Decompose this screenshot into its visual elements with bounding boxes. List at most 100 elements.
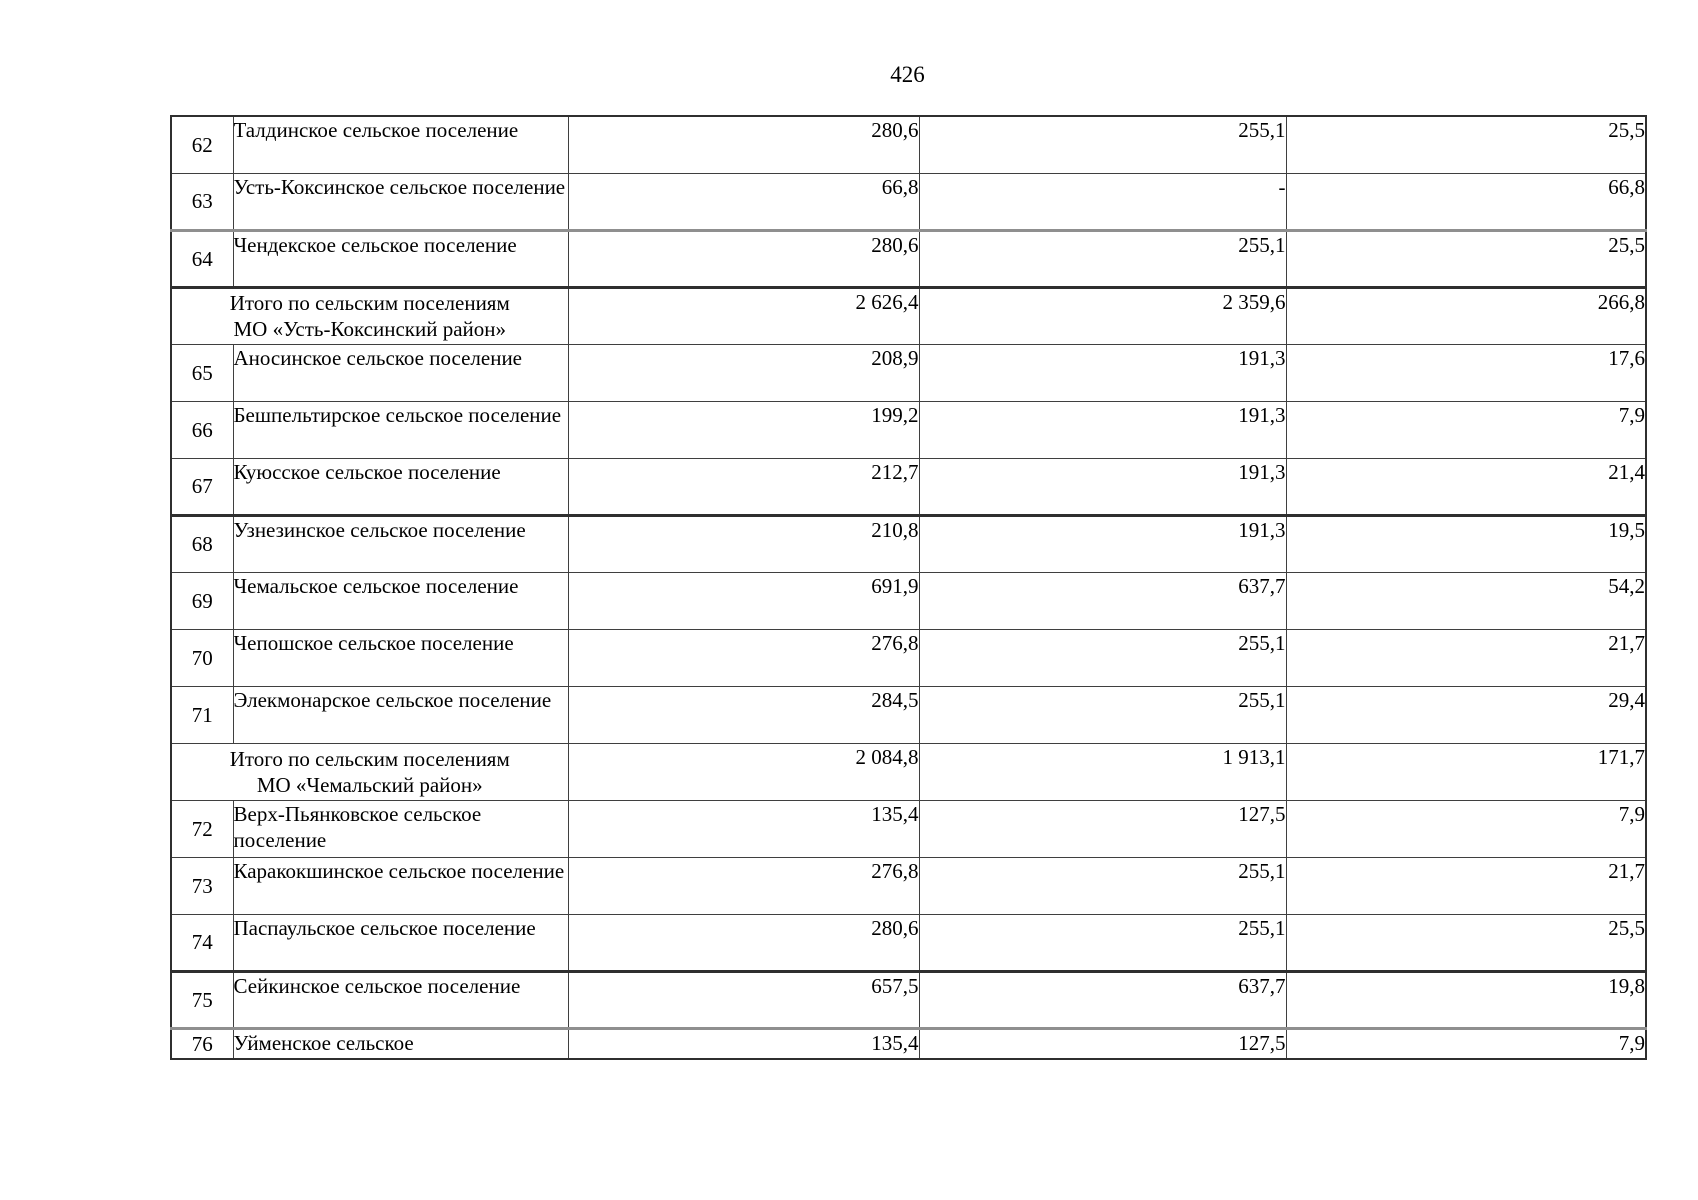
- row-number-cell: 68: [170, 513, 234, 573]
- value-cell-3: 25,5: [1285, 115, 1647, 174]
- table-row: 66 Бешпельтирское сельское поселение 199,2…: [170, 400, 1647, 459]
- value-cell-1: 210,8: [567, 513, 920, 573]
- value-cell-3: 266,8: [1285, 285, 1647, 345]
- value-cell-1: 284,5: [567, 685, 920, 744]
- row-number-cell: 67: [170, 457, 234, 516]
- settlement-name-cell: Бешпельтирское сельское поселение: [232, 400, 569, 459]
- value-cell-1: 280,6: [567, 913, 920, 972]
- value-cell-2: 255,1: [918, 628, 1287, 687]
- value-cell-1: 2 626,4: [567, 285, 920, 345]
- value-cell-2: 191,3: [918, 513, 1287, 573]
- settlements-table: 62 Талдинское сельское поселение 280,6 255,…: [170, 115, 1647, 1060]
- value-cell-3: 29,4: [1285, 685, 1647, 744]
- settlement-name-cell: Паспаульское сельское поселение: [232, 913, 569, 972]
- value-cell-2: 191,3: [918, 400, 1287, 459]
- row-number-cell: 65: [170, 343, 234, 402]
- page-number: 426: [890, 62, 925, 87]
- value-cell-1: 691,9: [567, 571, 920, 630]
- value-cell-1: 199,2: [567, 400, 920, 459]
- row-number-cell: 64: [170, 228, 234, 288]
- value-cell-1: 280,6: [567, 115, 920, 174]
- value-cell-2: 637,7: [918, 969, 1287, 1029]
- value-cell-2: 127,5: [918, 1026, 1287, 1060]
- value-cell-1: 135,4: [567, 799, 920, 858]
- value-cell-1: 212,7: [567, 457, 920, 516]
- row-number-cell: 74: [170, 913, 234, 972]
- table-row: 74 Паспаульское сельское поселение 280,6 25…: [170, 913, 1647, 972]
- table-row: 62 Талдинское сельское поселение 280,6 255,…: [170, 115, 1647, 174]
- table-row: 64 Чендекское сельское поселение 280,6 255,…: [170, 228, 1647, 288]
- value-cell-2: 191,3: [918, 343, 1287, 402]
- row-number-cell: 72: [170, 799, 234, 858]
- value-cell-3: 19,8: [1285, 969, 1647, 1029]
- settlement-name-cell: Усть-Коксинское сельское поселение: [232, 172, 569, 231]
- table-row: 73 Каракокшинское сельское поселение 276,8…: [170, 856, 1647, 915]
- table-body: 62 Талдинское сельское поселение 280,6 255,…: [170, 115, 1647, 1060]
- value-cell-3: 21,4: [1285, 457, 1647, 516]
- value-cell-3: 7,9: [1285, 1026, 1647, 1060]
- value-cell-3: 21,7: [1285, 856, 1647, 915]
- value-cell-1: 208,9: [567, 343, 920, 402]
- row-number-cell: 63: [170, 172, 234, 231]
- table-row: 68 Узнезинское сельское поселение 210,8 191…: [170, 513, 1647, 573]
- value-cell-2: 255,1: [918, 856, 1287, 915]
- value-cell-1: 135,4: [567, 1026, 920, 1060]
- row-number-cell: 75: [170, 969, 234, 1029]
- value-cell-1: 2 084,8: [567, 742, 920, 801]
- settlement-name-cell: Аносинское сельское поселение: [232, 343, 569, 402]
- value-cell-2: 127,5: [918, 799, 1287, 858]
- value-cell-3: 25,5: [1285, 913, 1647, 972]
- table-row: 70 Чепошское сельское поселение 276,8 255,1…: [170, 628, 1647, 687]
- table-row: 63 Усть-Коксинское сельское поселение 66,8…: [170, 172, 1647, 231]
- settlement-name-cell: Куюсское сельское поселение: [232, 457, 569, 516]
- table-row: 71 Элекмонарское сельское поселение 284,5 2…: [170, 685, 1647, 744]
- value-cell-3: 25,5: [1285, 228, 1647, 288]
- settlement-name-cell: Каракокшинское сельское поселение: [232, 856, 569, 915]
- value-cell-1: 276,8: [567, 856, 920, 915]
- settlement-name-cell: Чепошское сельское поселение: [232, 628, 569, 687]
- value-cell-3: 7,9: [1285, 799, 1647, 858]
- row-number-cell: 66: [170, 400, 234, 459]
- value-cell-1: 66,8: [567, 172, 920, 231]
- settlement-name-cell: Узнезинское сельское поселение: [232, 513, 569, 573]
- row-number-cell: 69: [170, 571, 234, 630]
- settlement-name-cell: Чендекское сельское поселение: [232, 228, 569, 288]
- value-cell-1: 280,6: [567, 228, 920, 288]
- row-number-cell: 62: [170, 115, 234, 174]
- table-row: 72 Верх-Пьянковское сельское поселение 135…: [170, 799, 1647, 858]
- table-row: 75 Сейкинское сельское поселение 657,5 637,…: [170, 969, 1647, 1029]
- value-cell-3: 19,5: [1285, 513, 1647, 573]
- settlement-name-cell: Элекмонарское сельское поселение: [232, 685, 569, 744]
- settlement-name-cell: Чемальское сельское поселение: [232, 571, 569, 630]
- value-cell-2: 255,1: [918, 115, 1287, 174]
- value-cell-2: 255,1: [918, 913, 1287, 972]
- total-label-cell: Итого по сельским поселениям МО «Усть-Ко…: [170, 285, 569, 345]
- settlement-name-cell: Уйменское сельское: [232, 1026, 569, 1060]
- value-cell-3: 21,7: [1285, 628, 1647, 687]
- value-cell-1: 657,5: [567, 969, 920, 1029]
- table-row: 67 Куюсское сельское поселение 212,7 191,3 2…: [170, 457, 1647, 516]
- value-cell-2: 637,7: [918, 571, 1287, 630]
- settlement-name-cell: Сейкинское сельское поселение: [232, 969, 569, 1029]
- table-row: 76 Уйменское сельское 135,4 127,5 7,9: [170, 1026, 1647, 1060]
- value-cell-2: 255,1: [918, 685, 1287, 744]
- value-cell-3: 7,9: [1285, 400, 1647, 459]
- row-number-cell: 76: [170, 1026, 234, 1060]
- value-cell-2: 2 359,6: [918, 285, 1287, 345]
- value-cell-2: -: [918, 172, 1287, 231]
- row-number-cell: 71: [170, 685, 234, 744]
- table-row: 69 Чемальское сельское поселение 691,9 637,…: [170, 571, 1647, 630]
- value-cell-2: 1 913,1: [918, 742, 1287, 801]
- value-cell-2: 255,1: [918, 228, 1287, 288]
- value-cell-3: 171,7: [1285, 742, 1647, 801]
- value-cell-2: 191,3: [918, 457, 1287, 516]
- row-number-cell: 70: [170, 628, 234, 687]
- value-cell-3: 54,2: [1285, 571, 1647, 630]
- settlement-name-cell: Талдинское сельское поселение: [232, 115, 569, 174]
- value-cell-1: 276,8: [567, 628, 920, 687]
- row-number-cell: 73: [170, 856, 234, 915]
- value-cell-3: 66,8: [1285, 172, 1647, 231]
- table-row: 65 Аносинское сельское поселение 208,9 191,…: [170, 343, 1647, 402]
- total-row: Итого по сельским поселениям МО «Усть-Ко…: [170, 285, 1647, 345]
- total-row: Итого по сельским поселениям МО «Чемальс…: [170, 742, 1647, 801]
